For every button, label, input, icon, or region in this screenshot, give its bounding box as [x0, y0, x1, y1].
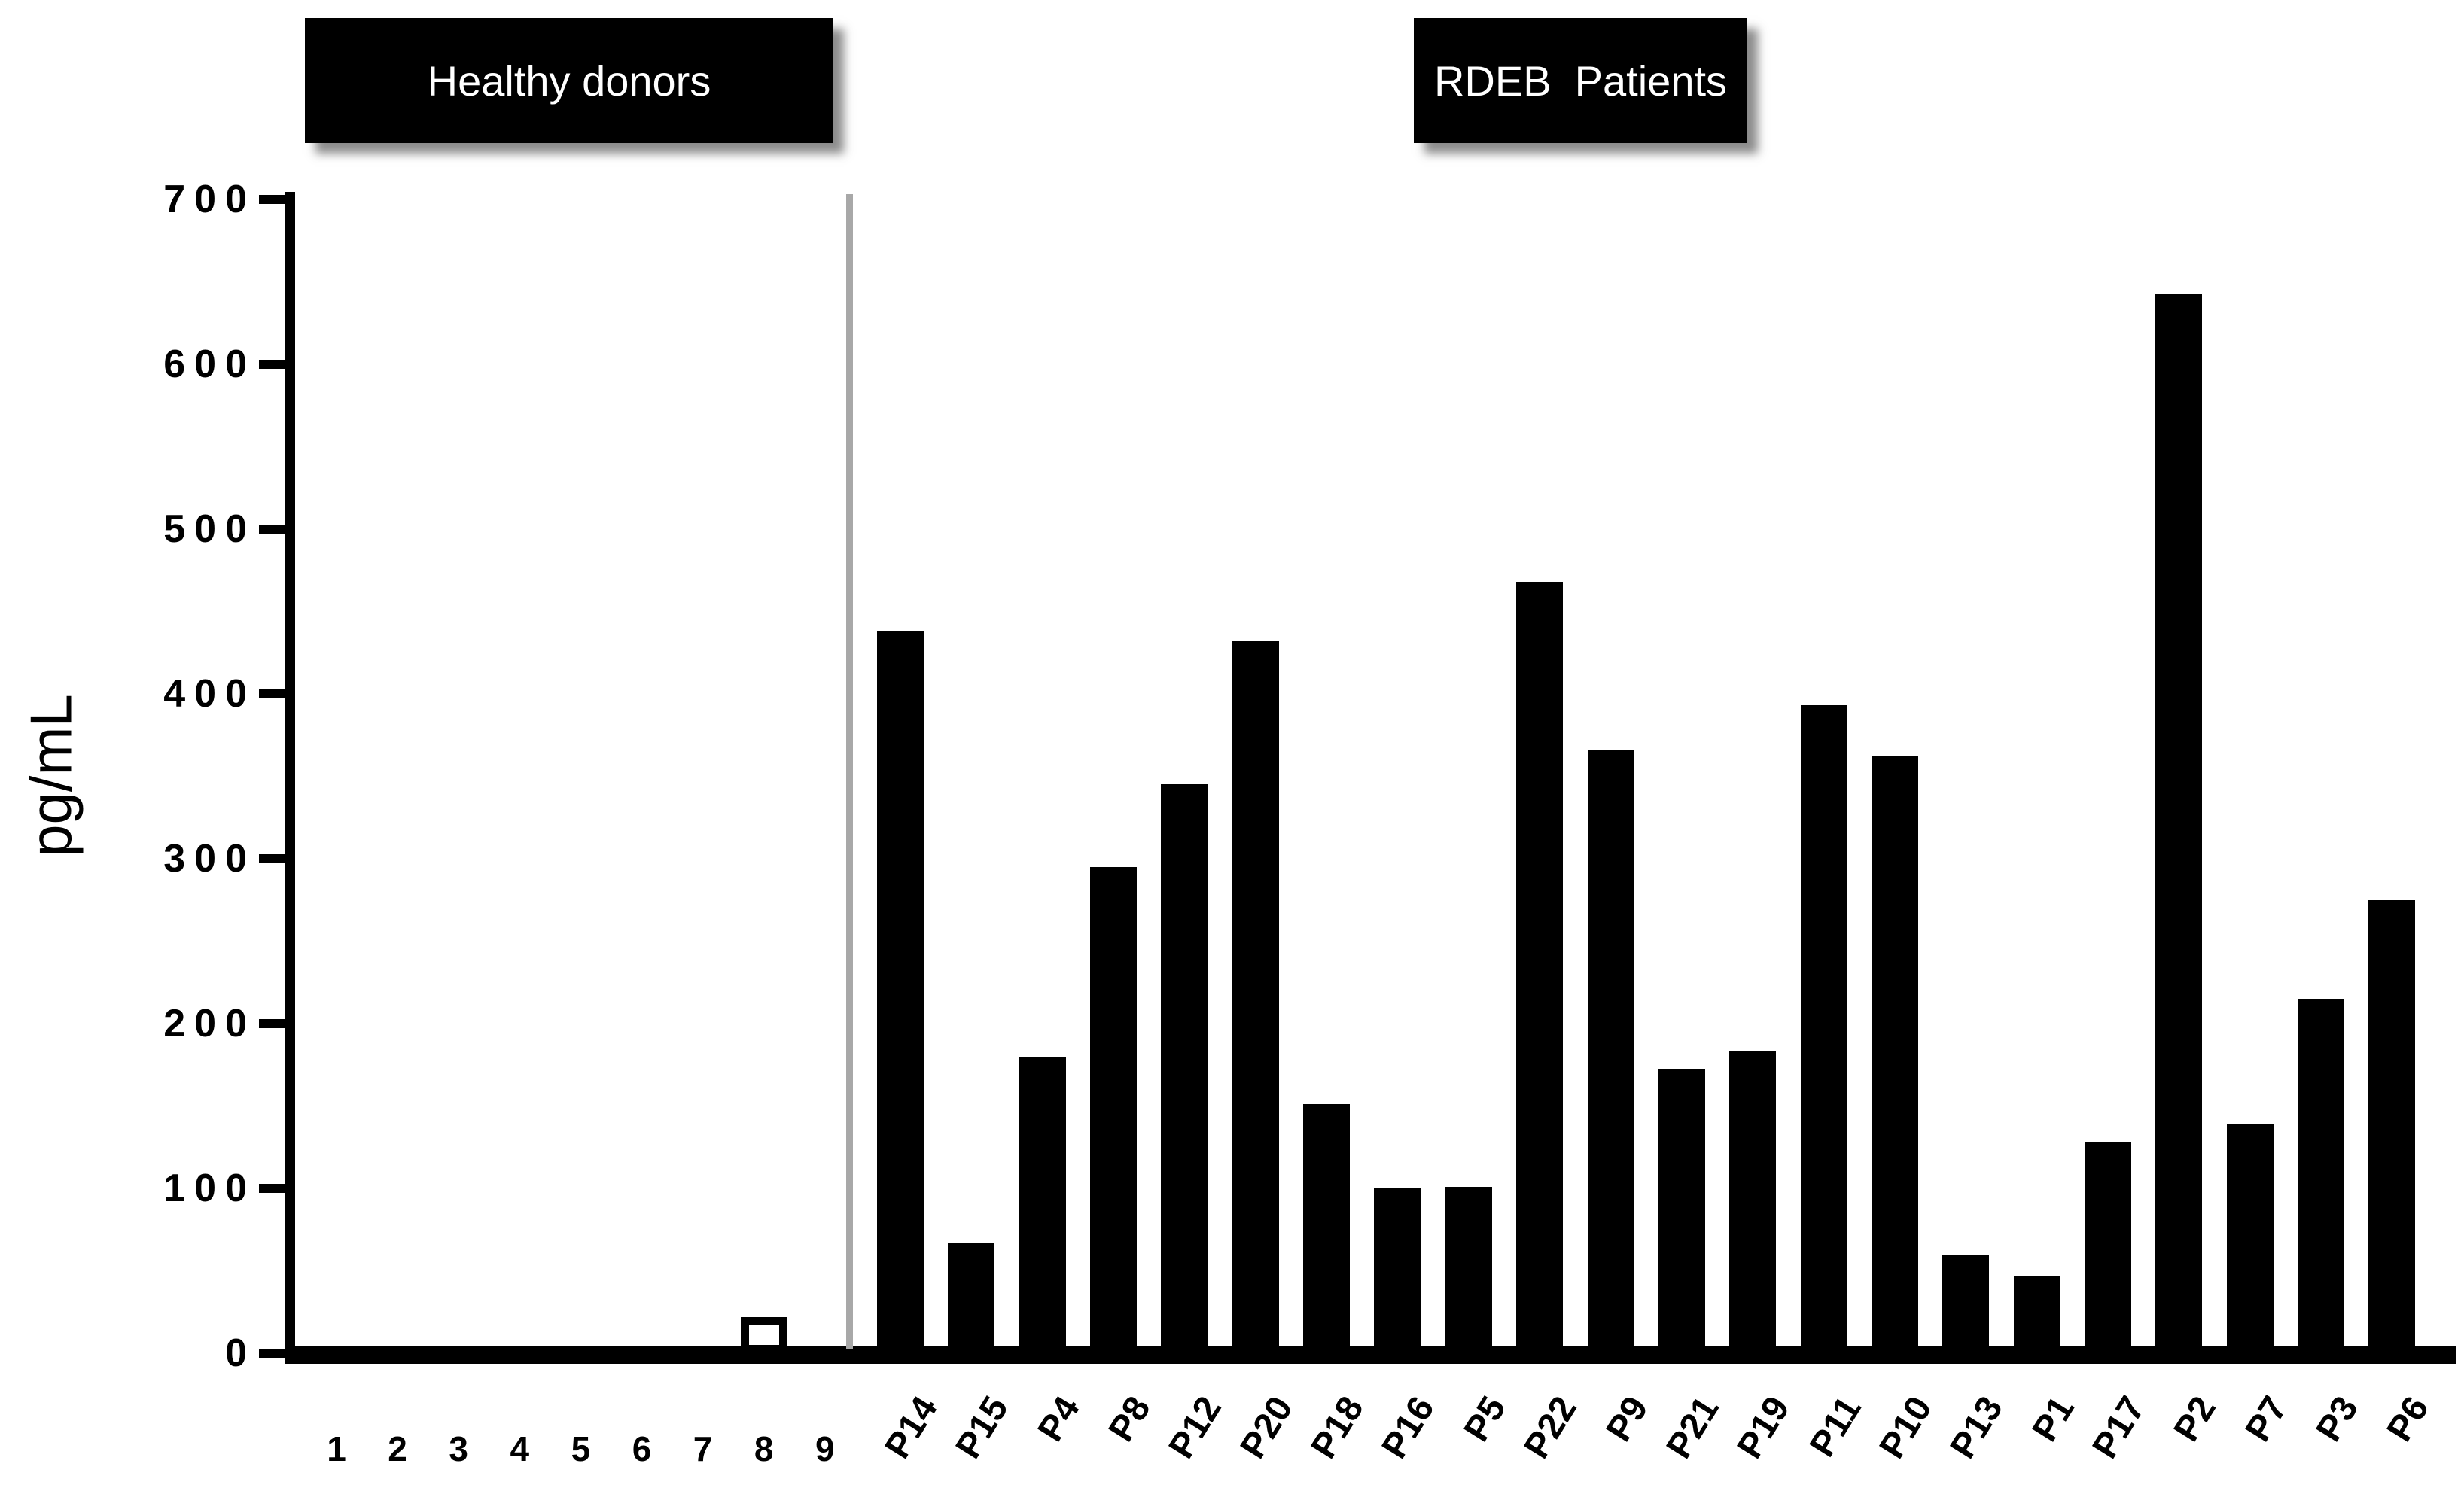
bar-P3: [2298, 999, 2344, 1353]
bar-P2: [2155, 293, 2203, 1353]
x-label-8: 8: [754, 1429, 774, 1468]
bar-P16: [1374, 1188, 1421, 1353]
y-tick-label-0: 0: [225, 1331, 256, 1375]
x-label-1: 1: [327, 1429, 346, 1468]
y-tick-700: [259, 195, 295, 204]
bar-P10: [1871, 756, 1918, 1353]
y-tick-label-400: 400: [163, 672, 256, 716]
bar-P9: [1587, 750, 1634, 1353]
x-label-7: 7: [693, 1429, 713, 1468]
y-axis-line: [285, 192, 295, 1357]
y-tick-label-600: 600: [163, 342, 256, 386]
x-label-2: 2: [388, 1429, 407, 1468]
bar-P12: [1161, 784, 1208, 1353]
bar-P14: [877, 631, 924, 1353]
y-tick-100: [259, 1184, 295, 1193]
y-tick-500: [259, 525, 295, 534]
y-tick-label-300: 300: [163, 837, 256, 881]
x-label-6: 6: [632, 1429, 652, 1468]
bar-P5: [1445, 1186, 1492, 1353]
bar-P8: [1090, 866, 1138, 1353]
rdeb-patients-header: RDEB Patients: [1414, 18, 1747, 143]
y-tick-label-200: 200: [163, 1002, 256, 1045]
bar-P1: [2013, 1276, 2060, 1353]
x-label-4: 4: [510, 1429, 530, 1468]
bar-P22: [1516, 582, 1564, 1353]
x-label-3: 3: [449, 1429, 468, 1468]
healthy-donors-header-label: Healthy donors: [427, 56, 711, 105]
bar-P6: [2368, 899, 2416, 1353]
y-tick-label-700: 700: [163, 178, 256, 221]
x-label-5: 5: [571, 1429, 591, 1468]
bar-P4: [1019, 1056, 1066, 1353]
rdeb-patients-header-label: RDEB Patients: [1433, 56, 1728, 105]
bar-P20: [1232, 640, 1279, 1353]
y-tick-label-500: 500: [163, 507, 256, 551]
bar-P11: [1800, 705, 1847, 1353]
bar-P18: [1303, 1104, 1351, 1353]
bar-P17: [2084, 1142, 2131, 1353]
x-label-9: 9: [815, 1429, 835, 1468]
healthy-donors-header: Healthy donors: [305, 18, 833, 143]
y-tick-400: [259, 689, 295, 698]
y-tick-600: [259, 360, 295, 369]
bar-8: [740, 1316, 787, 1353]
bar-P21: [1658, 1069, 1705, 1353]
y-tick-300: [259, 854, 295, 863]
y-tick-label-100: 100: [163, 1167, 256, 1210]
bar-P13: [1942, 1254, 1990, 1353]
group-divider-line: [846, 194, 853, 1349]
bar-P7: [2226, 1124, 2274, 1353]
bar-P15: [948, 1243, 995, 1353]
y-axis-title: pg/mL: [17, 694, 84, 857]
y-tick-0: [259, 1349, 295, 1358]
y-tick-200: [259, 1019, 295, 1028]
bar-P19: [1729, 1051, 1777, 1353]
